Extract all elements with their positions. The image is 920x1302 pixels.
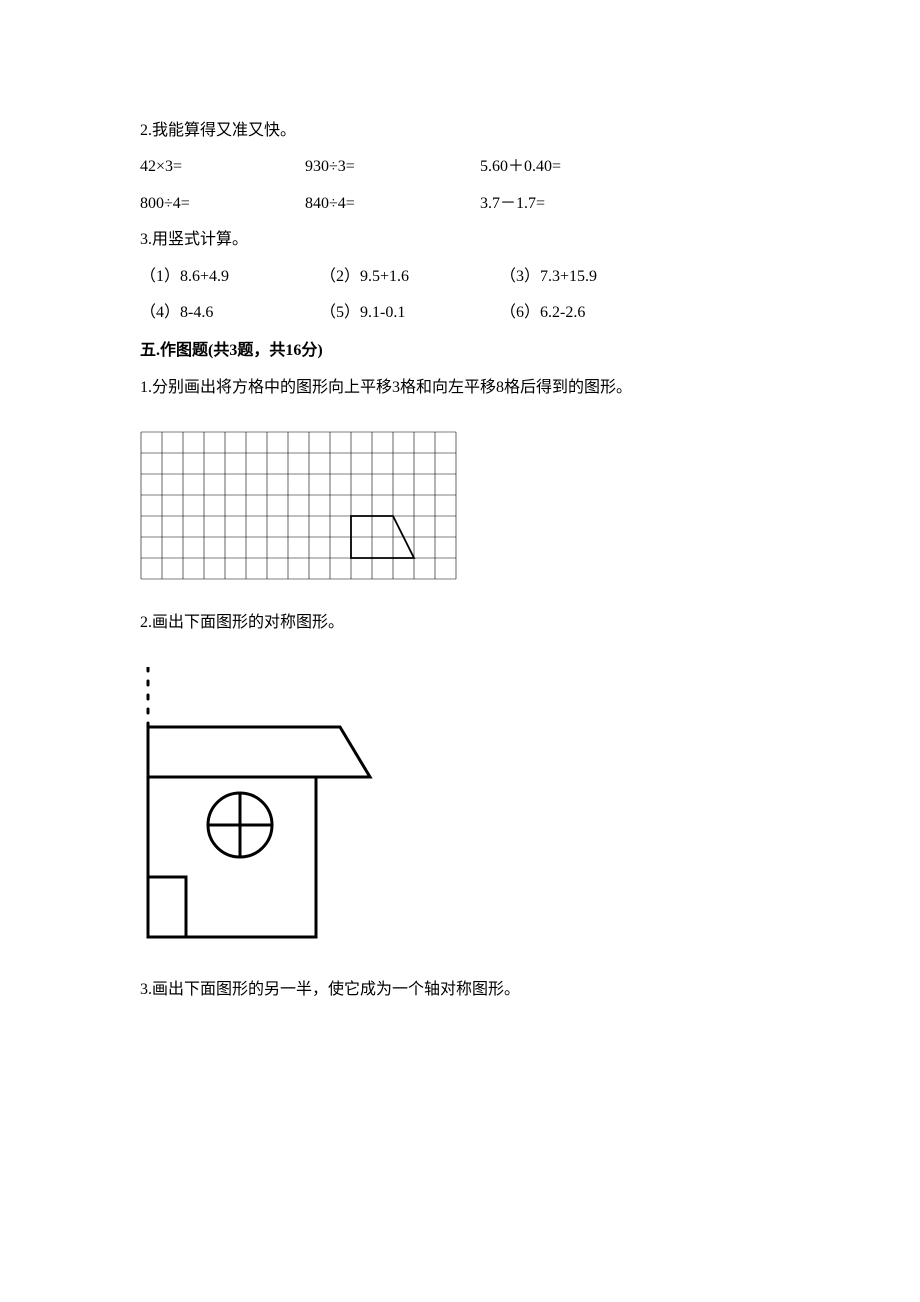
document-page: 2.我能算得又准又快。 42×3= 930÷3= 5.60＋0.40= 800÷… [0,0,920,1302]
q3-r1-c3: （3）7.3+15.9 [500,262,700,292]
q2-r2-c3: 3.7－1.7= [480,189,680,219]
q3-title: 3.用竖式计算。 [140,225,780,255]
section5-q1-text: 1.分别画出将方格中的图形向上平移3格和向左平移8格后得到的图形。 [140,373,780,403]
house-svg [140,667,375,947]
q2-r2-c1: 800÷4= [140,189,305,219]
q3-r2-c2: （5）9.1-0.1 [320,298,500,328]
q2-title: 2.我能算得又准又快。 [140,116,780,146]
q2-r2-c2: 840÷4= [305,189,480,219]
q2-r1-c2: 930÷3= [305,152,480,182]
grid-svg [140,431,457,580]
q3-r2-c1: （4）8-4.6 [140,298,320,328]
section5-q2-text: 2.画出下面图形的对称图形。 [140,608,780,638]
section5-heading: 五.作图题(共3题，共16分) [140,336,780,366]
q3-row-1: （1）8.6+4.9 （2）9.5+1.6 （3）7.3+15.9 [140,262,780,292]
q3-r1-c2: （2）9.5+1.6 [320,262,500,292]
grid-figure [140,431,780,580]
q3-r1-c1: （1）8.6+4.9 [140,262,320,292]
q2-row-1: 42×3= 930÷3= 5.60＋0.40= [140,152,780,182]
q3-row-2: （4）8-4.6 （5）9.1-0.1 （6）6.2-2.6 [140,298,780,328]
q2-row-2: 800÷4= 840÷4= 3.7－1.7= [140,189,780,219]
q2-r1-c1: 42×3= [140,152,305,182]
q2-r1-c3: 5.60＋0.40= [480,152,680,182]
section5-q3-text: 3.画出下面图形的另一半，使它成为一个轴对称图形。 [140,975,780,1005]
q3-r2-c3: （6）6.2-2.6 [500,298,700,328]
house-figure [140,667,780,947]
